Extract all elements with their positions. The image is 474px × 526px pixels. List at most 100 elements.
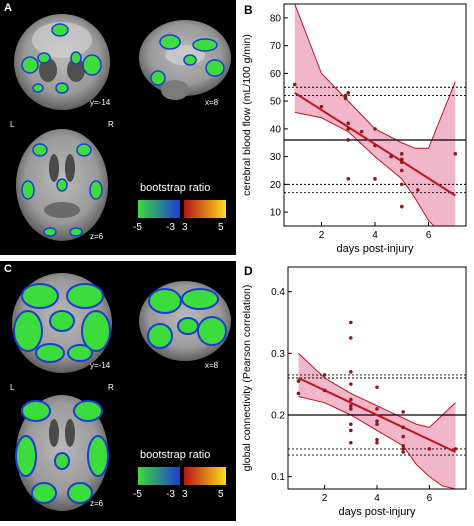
panel-letter: A	[4, 2, 12, 14]
data-point	[389, 154, 393, 159]
data-point	[296, 379, 301, 383]
y-tick-label: 0.1	[271, 472, 285, 483]
data-point	[296, 391, 301, 396]
data-point	[401, 434, 405, 439]
ci-upper-line	[294, 4, 456, 149]
data-point	[349, 440, 353, 445]
data-point	[349, 422, 353, 427]
y-tick-label: 0.4	[271, 287, 285, 298]
data-point	[373, 127, 377, 131]
colorbar-negative	[138, 467, 180, 485]
y-tick-label: 70	[270, 41, 282, 52]
panel-letter: C	[4, 263, 12, 275]
data-point	[349, 382, 353, 386]
axial-label: z=6	[90, 499, 104, 508]
data-point	[401, 447, 405, 451]
chart-panel-d: 2 4 6 0.1 0.2 0.3 0.4 days post-injury global co…	[238, 261, 474, 521]
chart-panel-b: 2 4 6 10 20 30 40 50 60 70 80 days post-injury cereb…	[238, 0, 474, 258]
x-axis-label: days post-injury	[336, 243, 414, 255]
data-point	[399, 168, 404, 173]
panel-a-brains	[14, 14, 231, 241]
data-point	[346, 138, 351, 142]
y-axis-label: cerebral blood flow (mL/100 g/min)	[241, 34, 253, 196]
sagittal-label: x=8	[205, 98, 219, 107]
chart-b-svg: 2 4 6 10 20 30 40 50 60 70 80 days post-injury cereb…	[241, 3, 467, 255]
x-tick-label: 4	[372, 230, 378, 241]
colorbar-title: bootstrap ratio	[140, 449, 211, 461]
x-tick-label: 4	[374, 493, 380, 504]
colorbar-tick: 3	[182, 222, 188, 233]
data-point	[349, 320, 353, 325]
data-point	[343, 96, 348, 101]
data-point	[322, 388, 327, 393]
data-point	[346, 127, 351, 131]
data-point	[349, 428, 353, 433]
colorbar-tick: 3	[182, 489, 188, 500]
y-tick-label: 30	[270, 152, 282, 163]
y-tick-label: 60	[270, 69, 282, 80]
data-point	[401, 444, 405, 448]
data-point	[343, 93, 348, 98]
data-point	[346, 91, 351, 95]
colorbar-tick: -5	[133, 489, 142, 500]
plot-area	[288, 320, 466, 489]
data-point	[399, 152, 404, 156]
sagittal-slice	[139, 281, 231, 361]
brain-panel-c: C y=-14 x=8 z=6 L R bootstrap ratio -5 -…	[0, 261, 236, 521]
blob-cluster	[147, 288, 227, 349]
colorbar-tick: -3	[166, 222, 175, 233]
blob-cluster	[21, 143, 103, 237]
data-point	[375, 422, 379, 427]
data-point	[349, 336, 353, 340]
left-label: L	[10, 120, 15, 129]
data-point	[292, 82, 297, 87]
plot-area	[284, 4, 466, 226]
y-axis-label: global connectivity (Pearson correlation…	[241, 285, 253, 472]
data-point	[453, 447, 458, 451]
data-point	[401, 410, 405, 414]
blob-cluster	[21, 23, 102, 94]
axial-label: z=6	[90, 232, 104, 241]
ci-lower-line	[294, 111, 435, 226]
data-point	[399, 160, 404, 164]
x-tick-label: 6	[426, 230, 432, 241]
axial-slice	[16, 129, 108, 241]
blob-cluster	[13, 283, 111, 363]
panel-c-brains	[12, 273, 231, 511]
data-point	[401, 425, 405, 430]
y-tick-label: 80	[270, 13, 282, 24]
data-point	[322, 373, 327, 377]
colorbar-tick: -3	[166, 489, 175, 500]
coronal-slice	[14, 14, 110, 110]
right-label: R	[108, 383, 114, 392]
colorbar-title: bootstrap ratio	[140, 182, 211, 194]
y-tick-label: 0.3	[271, 349, 285, 360]
data-point	[349, 407, 353, 411]
y-tick-label: 50	[270, 97, 282, 108]
coronal-slice	[12, 273, 112, 373]
blob-cluster	[15, 400, 109, 504]
y-tick-label: 0.2	[271, 411, 285, 422]
colorbar-tick: -5	[133, 222, 142, 233]
data-point	[399, 157, 404, 162]
data-point	[399, 182, 404, 187]
data-point	[349, 397, 353, 402]
colorbar-positive	[184, 467, 226, 485]
y-tick-label: 20	[270, 180, 282, 191]
chart-d-svg: 2 4 6 0.1 0.2 0.3 0.4 days post-injury global co…	[241, 264, 467, 518]
y-tick-label: 40	[270, 124, 282, 135]
data-point	[375, 407, 379, 411]
data-point	[346, 177, 351, 181]
data-point	[349, 403, 353, 408]
data-point	[373, 143, 377, 148]
y-tick-label: 10	[270, 208, 282, 219]
data-point	[319, 104, 324, 109]
data-point	[359, 129, 364, 134]
data-point	[416, 188, 420, 192]
confidence-band	[294, 4, 456, 226]
data-point	[375, 385, 379, 390]
coronal-label: y=-14	[90, 98, 111, 107]
x-tick-label: 6	[427, 493, 433, 504]
colorbar-tick: 5	[218, 489, 224, 500]
left-label: L	[10, 383, 15, 392]
